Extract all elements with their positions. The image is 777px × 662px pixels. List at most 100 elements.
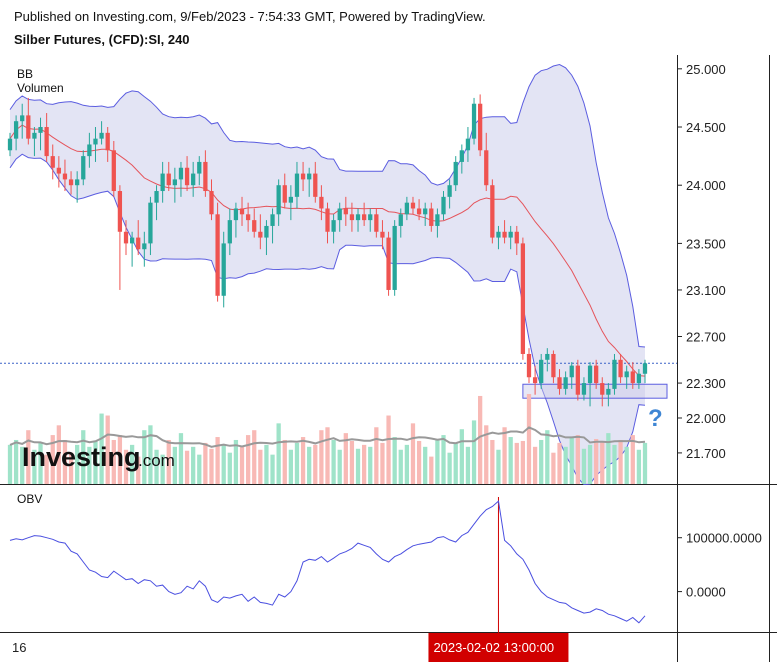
volume-bar bbox=[337, 449, 342, 484]
volume-bar bbox=[307, 446, 312, 484]
candle-body bbox=[355, 214, 361, 221]
candle-body bbox=[270, 214, 275, 226]
candle-body bbox=[520, 243, 526, 354]
volume-bar bbox=[630, 435, 635, 484]
candle-body bbox=[551, 353, 556, 378]
volume-bar bbox=[282, 439, 287, 484]
volume-bar bbox=[465, 446, 471, 484]
candle-body bbox=[307, 173, 312, 180]
volume-bar bbox=[532, 446, 538, 484]
candle-body bbox=[99, 132, 104, 139]
candle-body bbox=[319, 196, 324, 209]
obv-indicator: 100000.0000 0.0000 bbox=[9, 500, 762, 624]
volume-bar bbox=[62, 439, 68, 484]
obv-tick-label: 0.0000 bbox=[686, 585, 726, 600]
volume-bar bbox=[56, 425, 61, 484]
volume-bar bbox=[441, 435, 446, 484]
volume-bar bbox=[380, 442, 385, 484]
candle-body bbox=[624, 371, 629, 378]
volume-bar bbox=[123, 449, 129, 484]
volume-bar bbox=[166, 439, 171, 484]
candle-body bbox=[490, 185, 495, 238]
volume-bar bbox=[203, 442, 208, 484]
volume-bar bbox=[215, 437, 220, 484]
volume-bar bbox=[459, 429, 464, 484]
volume-bar bbox=[197, 454, 202, 484]
price-tick-label: 22.700 bbox=[686, 330, 726, 345]
candle-body bbox=[398, 214, 403, 226]
candle-body bbox=[459, 150, 464, 162]
volume-bar bbox=[81, 430, 86, 484]
candle-body bbox=[410, 202, 416, 209]
candle-body bbox=[105, 132, 110, 151]
volume-bar bbox=[429, 456, 434, 484]
candle-body bbox=[532, 377, 538, 384]
volume-bar bbox=[618, 439, 623, 484]
candle-body bbox=[136, 237, 141, 250]
candle-body bbox=[526, 353, 532, 378]
candle-body bbox=[447, 185, 452, 197]
volume-bar bbox=[300, 437, 306, 484]
volume-bar bbox=[258, 449, 263, 484]
price-tick-label: 22.000 bbox=[686, 411, 726, 426]
candle-body bbox=[337, 208, 342, 221]
volume-bar bbox=[410, 423, 416, 484]
volume-bar bbox=[520, 440, 526, 484]
volume-bar bbox=[319, 430, 324, 484]
candle-body bbox=[13, 121, 19, 139]
price-tick-label: 23.500 bbox=[686, 236, 726, 251]
candle-body bbox=[557, 377, 562, 389]
volume-bar bbox=[129, 444, 135, 484]
candle-body bbox=[93, 138, 98, 145]
candle-body bbox=[50, 156, 55, 168]
volume-bar bbox=[148, 425, 153, 484]
candle-body bbox=[313, 173, 318, 197]
candle-body bbox=[612, 359, 617, 389]
candle-body bbox=[587, 365, 593, 384]
volume-bar bbox=[471, 420, 477, 484]
volume-bar bbox=[313, 444, 318, 484]
volume-bar bbox=[447, 452, 452, 484]
volume-bar bbox=[349, 440, 355, 484]
candle-body bbox=[117, 191, 123, 232]
range-box bbox=[522, 383, 668, 399]
candle-body bbox=[20, 115, 25, 122]
candle-body bbox=[539, 359, 544, 384]
candle-body bbox=[197, 161, 202, 174]
volume-bar bbox=[227, 452, 232, 484]
candle-body bbox=[282, 185, 287, 203]
candle-body bbox=[129, 237, 135, 244]
volume-bar bbox=[508, 437, 513, 484]
candle-body bbox=[123, 231, 129, 244]
candle-body bbox=[81, 156, 86, 180]
volume-bar bbox=[453, 442, 458, 484]
volume-bar bbox=[551, 452, 556, 484]
question-icon[interactable]: ? bbox=[648, 405, 663, 432]
volume-bar bbox=[160, 454, 165, 484]
volume-bar bbox=[111, 439, 116, 484]
volume-bar bbox=[32, 449, 37, 484]
volume-bar bbox=[539, 439, 544, 484]
candle-body bbox=[435, 214, 440, 226]
candle-body bbox=[386, 237, 391, 290]
candle-body bbox=[239, 208, 245, 215]
volume-bar bbox=[502, 427, 507, 484]
candle-body bbox=[32, 132, 37, 139]
volume-bar bbox=[75, 444, 80, 484]
candle-body bbox=[184, 167, 190, 186]
candle-body bbox=[233, 208, 239, 221]
volume-bar bbox=[99, 413, 104, 484]
volume-bar bbox=[545, 430, 550, 484]
candle-body bbox=[245, 214, 251, 221]
candle-body bbox=[416, 208, 422, 215]
volume-bar bbox=[361, 444, 367, 484]
candle-body bbox=[514, 231, 519, 244]
volume-bar bbox=[392, 437, 397, 484]
volume-bar bbox=[20, 446, 25, 484]
logo-wordmark: Investing bbox=[22, 442, 141, 472]
published-caption: Published on Investing.com, 9/Feb/2023 -… bbox=[14, 9, 486, 24]
volume-bar bbox=[87, 446, 92, 484]
candle-body bbox=[331, 220, 336, 232]
volume-bar bbox=[239, 446, 245, 484]
